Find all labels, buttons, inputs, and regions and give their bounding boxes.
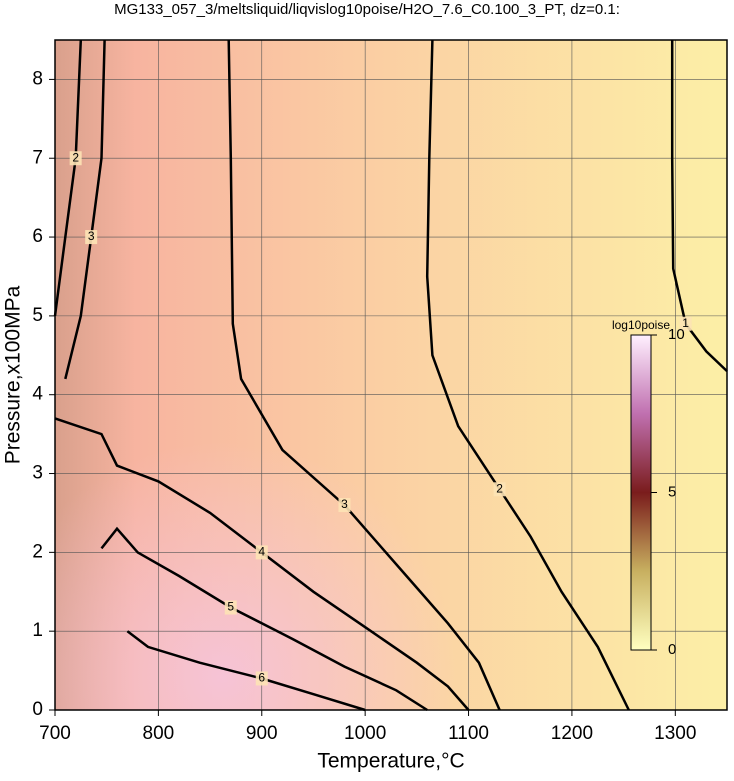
contour-label-bg bbox=[224, 600, 237, 615]
y-tick-label: 2 bbox=[32, 541, 43, 562]
contour-label: 3 bbox=[341, 497, 348, 511]
x-tick-label: 1000 bbox=[344, 723, 386, 744]
contour-label-bg bbox=[255, 671, 268, 686]
contour-line bbox=[126, 630, 366, 712]
contour-label: 5 bbox=[227, 600, 234, 614]
x-tick-label: 700 bbox=[39, 723, 71, 744]
contour-label-bg bbox=[493, 482, 506, 497]
contour-label-bg bbox=[255, 545, 268, 560]
contour-label: 3 bbox=[88, 229, 95, 243]
y-tick-label: 6 bbox=[32, 226, 43, 247]
contour-label: 1 bbox=[682, 316, 689, 330]
contour-label: 2 bbox=[496, 481, 503, 495]
y-tick-label: 5 bbox=[32, 305, 43, 326]
y-tick-label: 4 bbox=[32, 384, 43, 405]
x-tick-label: 900 bbox=[246, 723, 278, 744]
y-tick-label: 3 bbox=[32, 463, 43, 484]
colorbar-tick-label: 10 bbox=[668, 326, 685, 343]
contour-label-bg bbox=[338, 498, 351, 513]
y-tick-label: 8 bbox=[32, 68, 43, 89]
contour-label-bg bbox=[679, 316, 692, 331]
contour-line bbox=[425, 39, 630, 711]
contour-label-bg bbox=[69, 151, 82, 166]
y-tick-label: 0 bbox=[32, 699, 43, 720]
x-tick-label: 1300 bbox=[654, 723, 696, 744]
contour-line bbox=[670, 40, 728, 373]
y-tick-label: 1 bbox=[32, 620, 43, 641]
y-axis-label: Pressure,x100MPa bbox=[2, 285, 25, 464]
x-tick-label: 800 bbox=[143, 723, 175, 744]
colorbar-tick-label: 0 bbox=[668, 641, 676, 658]
plot-shading bbox=[55, 40, 727, 710]
colorbar-label: log10poise bbox=[612, 318, 670, 332]
chart-title: MG133_057_3/meltsliquid/liqvislog10poise… bbox=[114, 1, 620, 18]
contour-line bbox=[227, 39, 501, 711]
y-tick-label: 7 bbox=[32, 147, 43, 168]
x-axis-label: Temperature,°C bbox=[317, 750, 464, 773]
plot-frame bbox=[54, 39, 728, 711]
contour-line bbox=[53, 39, 83, 317]
contour-label: 4 bbox=[258, 545, 265, 559]
contour-label: 2 bbox=[72, 150, 79, 164]
contour-label-bg bbox=[85, 230, 98, 245]
colorbar-tick-label: 5 bbox=[668, 483, 676, 500]
x-tick-label: 1100 bbox=[448, 723, 489, 744]
colorbar bbox=[630, 334, 652, 651]
contour-label: 6 bbox=[258, 671, 265, 685]
x-tick-label: 1200 bbox=[551, 723, 593, 744]
